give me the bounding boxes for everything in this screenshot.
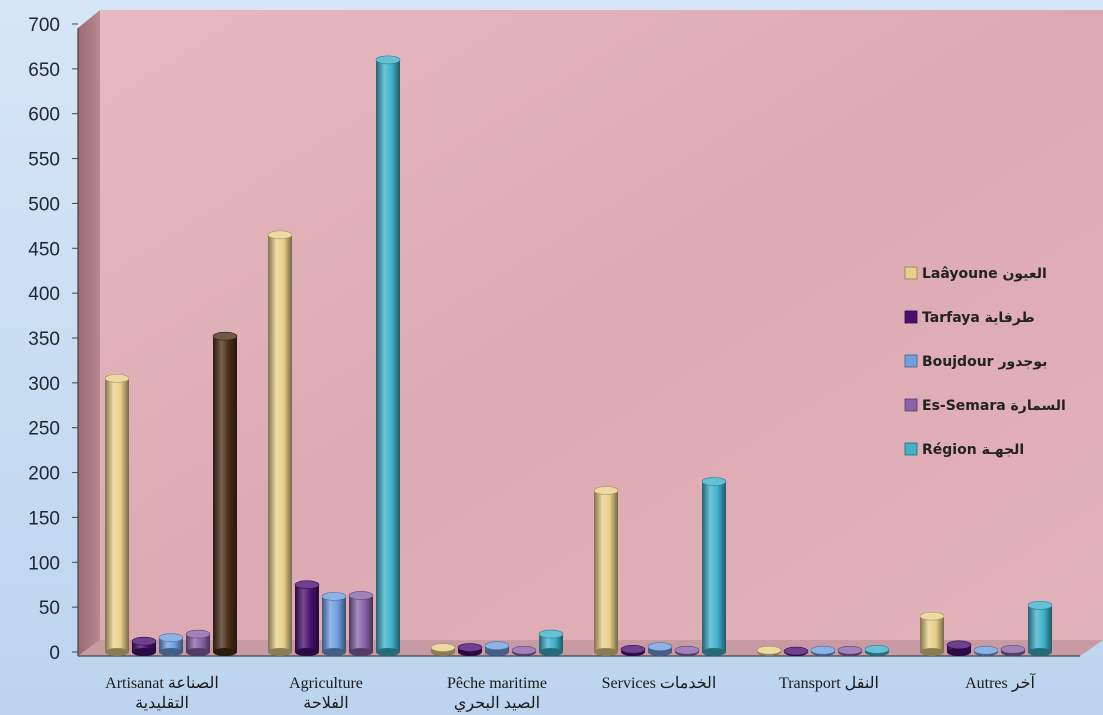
bar bbox=[511, 645, 537, 656]
legend-item: Tarfaya طرفاية bbox=[904, 310, 1035, 326]
bar bbox=[430, 643, 456, 656]
bar bbox=[131, 636, 157, 656]
bar bbox=[756, 645, 782, 656]
y-tick-label: 700 bbox=[28, 15, 60, 36]
bar bbox=[647, 642, 673, 656]
x-category-label: Agriculture bbox=[289, 675, 363, 692]
bar bbox=[321, 592, 347, 656]
bar bbox=[674, 645, 700, 656]
bar bbox=[267, 230, 293, 656]
legend-swatch bbox=[904, 266, 918, 280]
bar bbox=[185, 629, 211, 656]
y-tick-label: 600 bbox=[28, 105, 60, 126]
legend-label: Boujdour بوجدور bbox=[922, 354, 1047, 370]
x-category-label-line2: التقليدية bbox=[135, 695, 189, 712]
bar bbox=[294, 580, 320, 656]
bar bbox=[538, 629, 564, 656]
chart-back-wall bbox=[100, 10, 1103, 640]
x-category-label-line2: الصيد البحري bbox=[454, 695, 540, 712]
bar bbox=[1000, 645, 1026, 656]
y-tick-label: 400 bbox=[28, 284, 60, 305]
bar bbox=[158, 633, 184, 656]
y-tick-label: 100 bbox=[28, 553, 60, 574]
y-tick-label: 200 bbox=[28, 464, 60, 485]
legend-label: Région الجهـة bbox=[922, 442, 1024, 458]
bar bbox=[484, 641, 510, 656]
bar bbox=[864, 645, 890, 656]
bar bbox=[837, 645, 863, 656]
legend-item: Es-Semara السمارة bbox=[904, 398, 1066, 414]
y-tick-label: 0 bbox=[49, 643, 60, 664]
legend-swatch bbox=[904, 398, 918, 412]
legend-label: Tarfaya طرفاية bbox=[922, 310, 1035, 326]
legend-swatch bbox=[904, 354, 918, 368]
x-category-label: Artisanat الصناعة bbox=[105, 675, 219, 692]
bar bbox=[919, 611, 945, 656]
bar bbox=[104, 374, 130, 656]
legend-item: Laâyoune العيون bbox=[904, 266, 1047, 282]
y-tick-label: 250 bbox=[28, 419, 60, 440]
bar bbox=[701, 477, 727, 656]
legend-label: Es-Semara السمارة bbox=[922, 398, 1066, 414]
bar bbox=[783, 646, 809, 656]
bar bbox=[375, 55, 401, 656]
y-tick-label: 450 bbox=[28, 239, 60, 260]
y-tick-label: 150 bbox=[28, 508, 60, 529]
x-category-label: Services الخدمات bbox=[602, 675, 717, 692]
bar bbox=[348, 591, 374, 656]
x-category-label: Transport النقل bbox=[779, 675, 879, 692]
legend-item: Boujdour بوجدور bbox=[904, 354, 1047, 370]
legend-item: Région الجهـة bbox=[904, 442, 1024, 458]
chart-side-wall bbox=[78, 10, 100, 656]
legend-swatch bbox=[904, 310, 918, 324]
bar bbox=[810, 645, 836, 656]
bar bbox=[212, 331, 238, 656]
bar bbox=[620, 645, 646, 656]
y-tick-label: 300 bbox=[28, 374, 60, 395]
y-tick-label: 350 bbox=[28, 329, 60, 350]
legend-swatch bbox=[904, 442, 918, 456]
y-tick-label: 500 bbox=[28, 194, 60, 215]
x-category-label: Autres آخر bbox=[965, 672, 1036, 692]
y-tick-label: 550 bbox=[28, 150, 60, 171]
bar bbox=[457, 643, 483, 656]
y-tick-label: 50 bbox=[39, 598, 60, 619]
bar bbox=[593, 486, 619, 656]
y-tick-label: 650 bbox=[28, 60, 60, 81]
bar bbox=[1027, 601, 1053, 656]
x-category-label-line2: الفلاحة bbox=[303, 695, 348, 712]
x-category-label: Pêche maritime bbox=[447, 675, 547, 692]
bar bbox=[973, 645, 999, 656]
legend-label: Laâyoune العيون bbox=[922, 266, 1047, 282]
bar bbox=[946, 640, 972, 656]
